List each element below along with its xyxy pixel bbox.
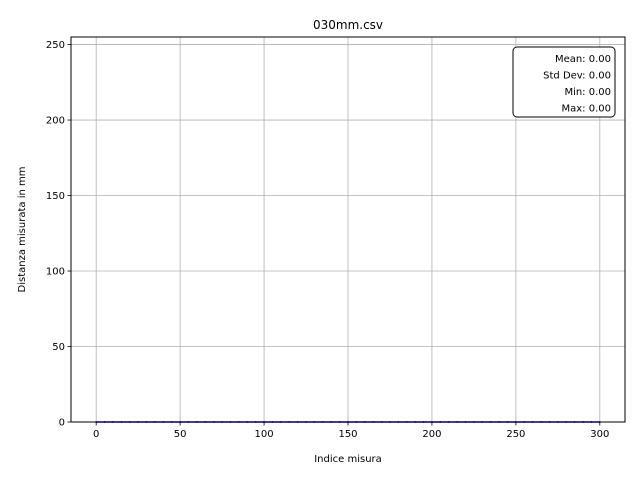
stats-box-border — [512, 46, 616, 118]
chart-title: 030mm.csv — [313, 18, 383, 32]
stats-max: Max: 0.00 — [562, 104, 612, 115]
stats-min: Min: 0.00 — [564, 87, 611, 98]
y-tick-label: 0 — [59, 418, 65, 429]
stats-mean: Mean: 0.00 — [555, 54, 611, 65]
x-axis-label: Indice misura — [314, 454, 382, 465]
x-tick-label: 100 — [255, 429, 274, 440]
y-axis-ticks: 0 50 100 150 200 250 — [46, 40, 71, 429]
x-tick-label: 150 — [338, 429, 357, 440]
y-tick-label: 150 — [46, 191, 65, 202]
y-axis-label: Distanza misurata in mm — [17, 167, 28, 293]
x-tick-label: 250 — [506, 429, 525, 440]
stats-box: Mean: 0.00 Std Dev: 0.00 Min: 0.00 Max: … — [512, 46, 616, 118]
y-tick-label: 50 — [52, 342, 65, 353]
y-tick-label: 200 — [46, 116, 65, 127]
x-tick-label: 200 — [422, 429, 441, 440]
x-tick-label: 50 — [174, 429, 187, 440]
x-tick-label: 300 — [590, 429, 609, 440]
stats-std-dev: Std Dev: 0.00 — [543, 71, 611, 82]
x-axis-ticks: 0 50 100 150 200 250 300 — [93, 422, 609, 440]
y-tick-label: 250 — [46, 40, 65, 51]
x-tick-label: 0 — [93, 429, 99, 440]
y-tick-label: 100 — [46, 267, 65, 278]
